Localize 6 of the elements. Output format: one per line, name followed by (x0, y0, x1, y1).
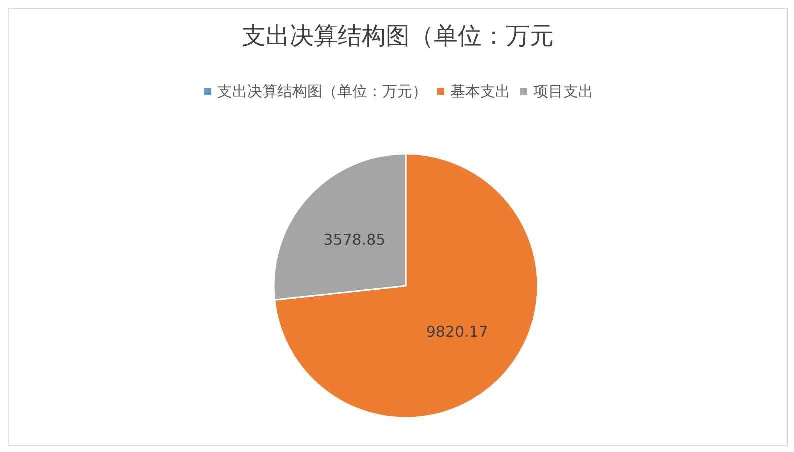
legend-label: 支出决算结构图（单位：万元） (218, 82, 428, 100)
legend-label: 项目支出 (534, 82, 594, 100)
chart-title: 支出决算结构图（单位：万元 (242, 22, 554, 50)
data-label: 9820.17 (426, 323, 488, 342)
legend-label: 基本支出 (450, 82, 510, 100)
data-label: 3578.85 (324, 230, 386, 249)
